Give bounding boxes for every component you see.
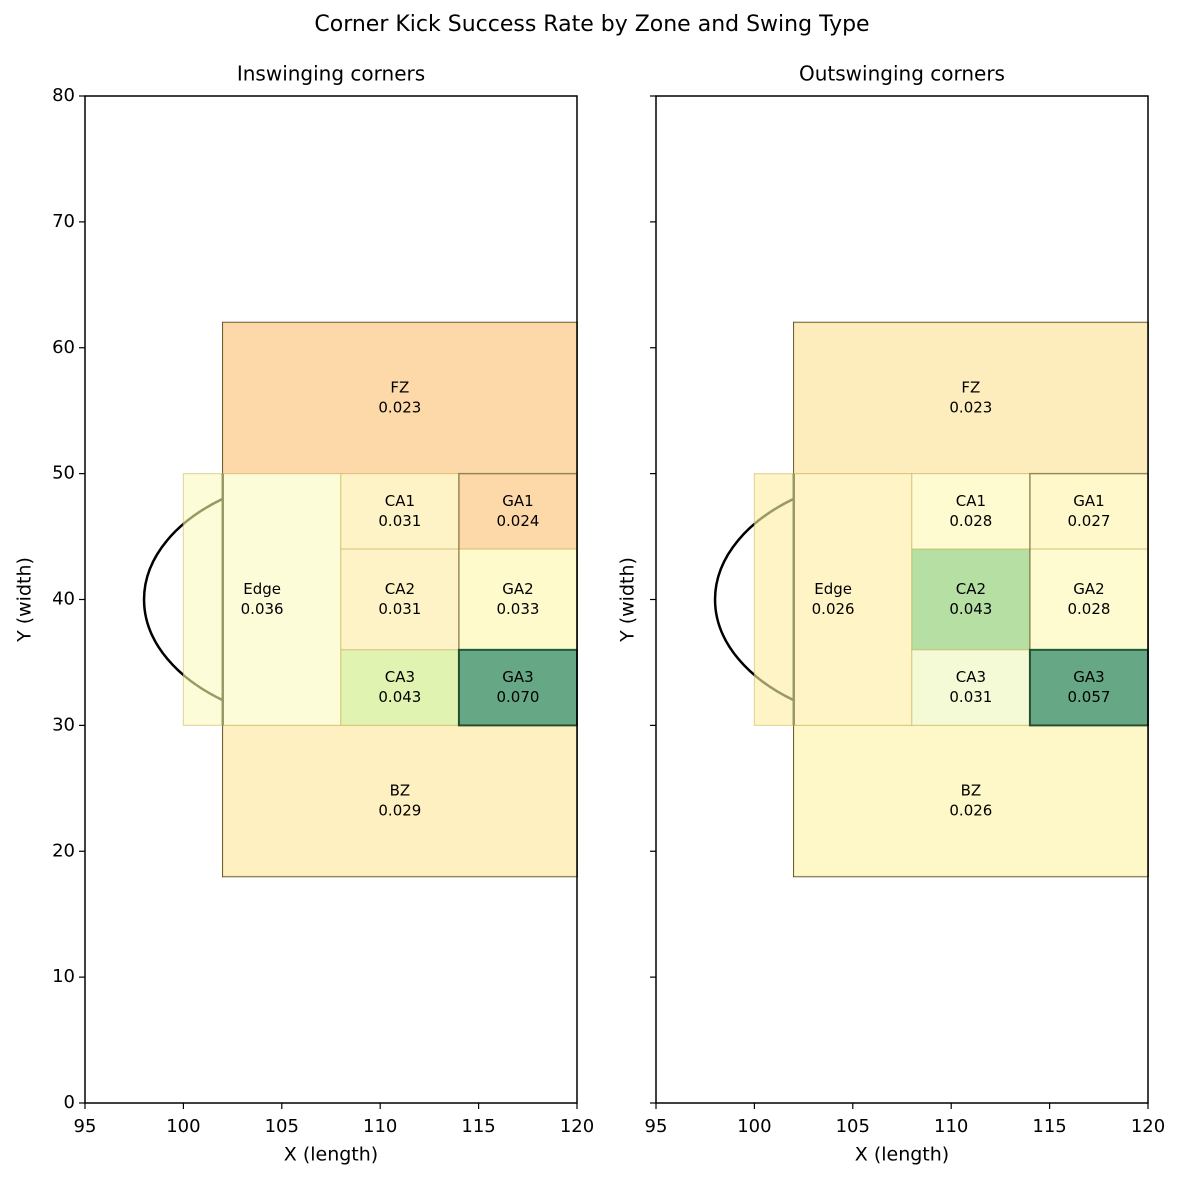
zone — [458, 473, 578, 550]
penalty-arc-inside — [183, 497, 223, 702]
zone-value-label: 0.031 — [949, 688, 992, 706]
y-tick-label: 50 — [52, 463, 75, 484]
zone-value-label: 0.070 — [496, 688, 539, 706]
y-axis-label: Y (width) — [617, 557, 639, 643]
zone — [1028, 648, 1150, 727]
zone — [340, 548, 460, 651]
zone-label: GA1 — [1073, 492, 1104, 510]
zone-value-label: 0.043 — [949, 600, 992, 618]
zone-value-label: 0.031 — [378, 512, 421, 530]
y-axis-label: Y (width) — [14, 557, 36, 643]
zone-label: BZ — [961, 781, 982, 799]
x-axis-label: X (length) — [855, 1144, 949, 1166]
zone-value-label: 0.024 — [496, 512, 539, 530]
zone-value-label: 0.026 — [949, 801, 992, 819]
zone-label: FZ — [390, 379, 409, 397]
zone-label: CA2 — [385, 580, 415, 598]
x-tick-label: 95 — [645, 1116, 668, 1137]
zone — [911, 649, 1031, 726]
zone — [340, 649, 460, 726]
zone-value-label: 0.028 — [1067, 600, 1110, 618]
y-tick-label: 10 — [52, 966, 75, 987]
y-tick-label: 80 — [52, 85, 75, 106]
x-tick-label: 100 — [737, 1116, 771, 1137]
axes-title: Inswinging corners — [237, 62, 425, 86]
zone-value-label: 0.027 — [1067, 512, 1110, 530]
zone-value-label: 0.029 — [378, 801, 421, 819]
zone-value-label: 0.023 — [949, 399, 992, 417]
zone-value-label: 0.026 — [812, 600, 855, 618]
x-axis-label: X (length) — [284, 1144, 378, 1166]
zone-label: CA1 — [385, 492, 415, 510]
zone — [911, 548, 1031, 651]
zone — [222, 321, 578, 475]
zone-value-label: 0.028 — [949, 512, 992, 530]
zone-label: FZ — [961, 379, 980, 397]
zone-value-label: 0.036 — [241, 600, 284, 618]
x-tick-label: 120 — [560, 1116, 594, 1137]
zone-label: Edge — [243, 580, 281, 598]
zone-label: GA3 — [502, 668, 533, 686]
y-tick-label: 20 — [52, 840, 75, 861]
x-tick-label: 110 — [934, 1116, 968, 1137]
x-tick-label: 105 — [265, 1116, 299, 1137]
zone-label: GA2 — [502, 580, 533, 598]
x-tick-label: 110 — [363, 1116, 397, 1137]
zone — [457, 648, 579, 727]
zone-label: BZ — [390, 781, 411, 799]
zone-value-label: 0.023 — [378, 399, 421, 417]
y-tick-label: 60 — [52, 337, 75, 358]
zone-value-label: 0.057 — [1067, 688, 1110, 706]
zone — [222, 724, 578, 878]
zone-label: CA1 — [956, 492, 986, 510]
zone — [340, 473, 460, 550]
zone — [458, 548, 578, 651]
zone — [182, 473, 342, 726]
zone-label: CA2 — [956, 580, 986, 598]
zone-label: CA3 — [956, 668, 986, 686]
x-tick-label: 100 — [166, 1116, 200, 1137]
zone — [753, 473, 913, 726]
zone-label: Edge — [814, 580, 852, 598]
zone — [911, 473, 1031, 550]
x-tick-label: 120 — [1131, 1116, 1165, 1137]
zone-label: CA3 — [385, 668, 415, 686]
y-tick-label: 0 — [64, 1092, 75, 1113]
zone-label: GA1 — [502, 492, 533, 510]
figure-title: Corner Kick Success Rate by Zone and Swi… — [314, 12, 869, 37]
zone — [1029, 473, 1149, 550]
x-tick-label: 115 — [1032, 1116, 1066, 1137]
zone-value-label: 0.031 — [378, 600, 421, 618]
x-tick-label: 105 — [836, 1116, 870, 1137]
y-tick-label: 70 — [52, 211, 75, 232]
zone-label: GA2 — [1073, 580, 1104, 598]
y-tick-label: 30 — [52, 714, 75, 735]
zone — [793, 321, 1149, 475]
x-tick-label: 95 — [74, 1116, 97, 1137]
zone — [793, 724, 1149, 878]
zone-label: GA3 — [1073, 668, 1104, 686]
zone — [1029, 548, 1149, 651]
zone-value-label: 0.043 — [378, 688, 421, 706]
x-tick-label: 115 — [461, 1116, 495, 1137]
zone-value-label: 0.033 — [496, 600, 539, 618]
axes-title: Outswinging corners — [799, 62, 1005, 86]
y-tick-label: 40 — [52, 589, 75, 610]
penalty-arc-inside — [754, 497, 794, 702]
